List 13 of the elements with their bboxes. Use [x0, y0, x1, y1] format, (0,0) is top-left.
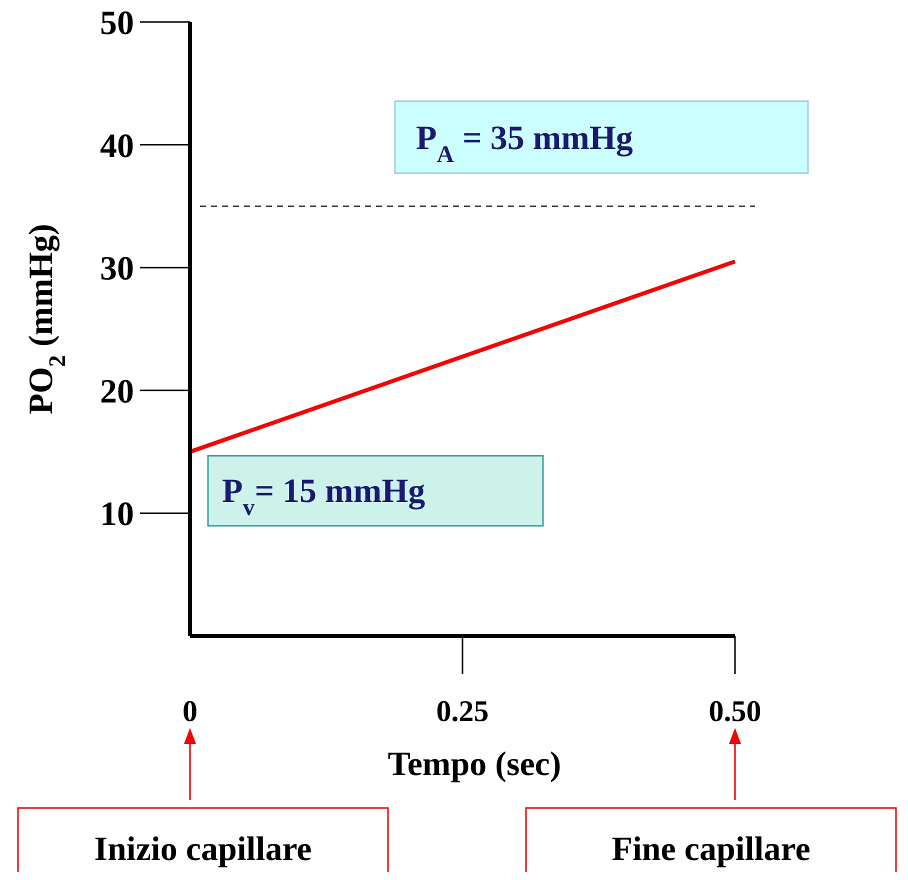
- y-tick-label: 20: [100, 373, 134, 410]
- x-tick-label: 0.25: [436, 695, 489, 728]
- text: Fine capillare: [612, 831, 810, 868]
- text: Inizio capillare: [94, 831, 312, 868]
- y-tick-label: 40: [100, 128, 134, 165]
- y-tick-label: 50: [100, 5, 134, 42]
- x-tick-label: 0: [182, 695, 198, 728]
- x-axis-title: Tempo (sec): [388, 746, 562, 783]
- y-tick-label: 10: [100, 496, 134, 534]
- y-tick-label: 30: [100, 250, 134, 288]
- ref-line-label: P$_{A}$ = 35 mmHg: [416, 120, 633, 168]
- annotation: P$_{v}$= 15 mmHg: [222, 472, 426, 521]
- x-tick-label: 0.50: [708, 695, 762, 728]
